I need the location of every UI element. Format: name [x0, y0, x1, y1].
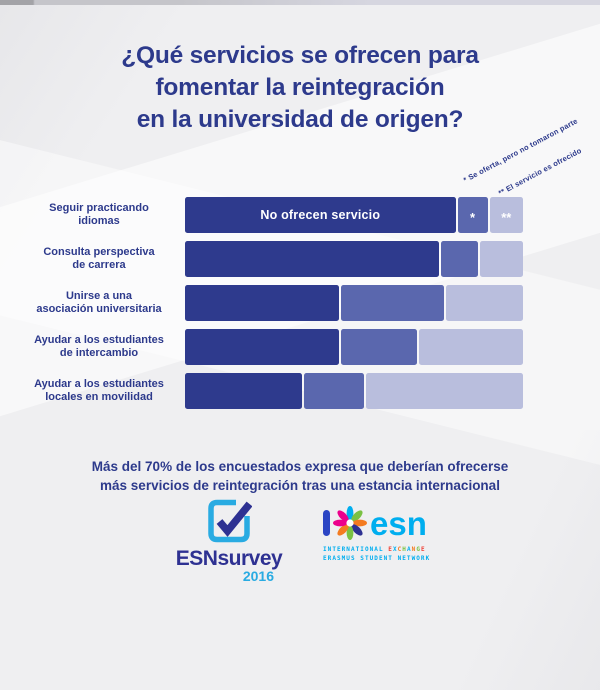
bar-segment: [479, 241, 523, 277]
esnsurvey-year: 2016: [242, 568, 274, 584]
category-label: Consulta perspectiva de carrera: [43, 246, 155, 271]
esn-subtext-exchange-letter: N: [411, 546, 417, 553]
stacked-bar: [185, 241, 523, 277]
esn-subtext-exchange-letter: X: [392, 546, 398, 553]
chart-row: Ayudar a los estudiantes locales en movi…: [20, 373, 524, 409]
esn-subtext-exchange-letter: E: [420, 546, 426, 553]
stacked-bar: [185, 329, 523, 365]
esn-subtext-international: INTERNATIONAL: [323, 546, 389, 553]
bar-segment: [303, 373, 365, 409]
chart-row: Ayudar a los estudiantes de intercambio: [20, 329, 523, 365]
category-label: Unirse a una asociación universitaria: [36, 290, 162, 315]
bar-segment: [185, 329, 339, 365]
segment-label: No ofrecen servicio: [260, 208, 381, 222]
bar-segment: **: [489, 197, 524, 233]
checkbox-icon: [208, 499, 252, 543]
bar-segment: [185, 285, 339, 321]
stacked-bar-chart: Seguir practicando idiomas No ofrecen ser…: [20, 197, 524, 409]
chart-row: Unirse a una asociación universitaria: [20, 285, 523, 321]
bar-segment: [340, 329, 418, 365]
category-label: Ayudar a los estudiantes de intercambio: [34, 334, 164, 359]
esn-subtext-exchange-letter: A: [406, 546, 412, 553]
stacked-bar: [185, 285, 523, 321]
category-label: Ayudar a los estudiantes locales en movi…: [34, 378, 164, 403]
esn-subtext-line1: INTERNATIONAL EXCHANGE: [323, 545, 463, 554]
esn-wordmark: esn: [370, 505, 427, 542]
esn-subtext-exchange-letter: E: [388, 546, 393, 553]
esn-subtext-exchange-letter: C: [397, 546, 403, 553]
bar-segment: [419, 329, 523, 365]
bar-segment: [185, 373, 302, 409]
esn-star-icon: [333, 506, 367, 540]
bar-segment: [185, 241, 439, 277]
bar-segment: [440, 241, 478, 277]
bar-segment: [446, 285, 523, 321]
esn-logo: esn INTERNATIONAL EXCHANGE ERASMUS STUDE…: [323, 505, 463, 563]
chart-rows: Seguir practicando idiomas No ofrecen ser…: [20, 197, 524, 409]
summary-text: Más del 70% de los encuestados expresa q…: [91, 459, 509, 493]
chart-row: Consulta perspectiva de carrera: [20, 241, 523, 277]
top-edge-strip: [0, 0, 600, 5]
bar-segment: No ofrecen servicio: [185, 197, 456, 233]
bar-segment: [340, 285, 445, 321]
esnsurvey-wordmark: ESNsurvey: [175, 547, 283, 570]
chart-row: Seguir practicando idiomas No ofrecen ser…: [20, 197, 524, 233]
esn-logo-mark: esn: [323, 505, 463, 541]
esn-i-bar-icon: [323, 510, 330, 536]
esn-subtext-exchange-letter: G: [416, 546, 421, 553]
category-label: Seguir practicando idiomas: [49, 202, 149, 227]
esnsurvey-logo: ESNsurvey 2016: [170, 497, 288, 583]
stacked-bar: No ofrecen servicio * **: [185, 197, 524, 233]
stacked-bar: [185, 373, 524, 409]
esn-subtext-exchange-letter: H: [402, 546, 407, 553]
esn-subtext-line2: ERASMUS STUDENT NETWORK: [323, 555, 431, 562]
bar-segment: [366, 373, 524, 409]
bar-segment: *: [457, 197, 488, 233]
page-title: ¿Qué servicios se ofrecen para fomentar …: [121, 42, 479, 133]
